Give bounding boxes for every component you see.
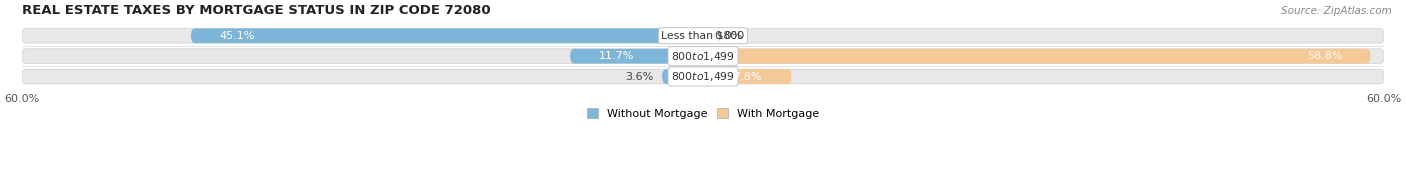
Text: 7.8%: 7.8%	[733, 72, 762, 82]
Text: $800 to $1,499: $800 to $1,499	[671, 50, 735, 63]
Text: 3.6%: 3.6%	[624, 72, 652, 82]
FancyBboxPatch shape	[571, 49, 703, 64]
FancyBboxPatch shape	[191, 28, 703, 43]
Text: 11.7%: 11.7%	[599, 51, 634, 61]
Text: Source: ZipAtlas.com: Source: ZipAtlas.com	[1281, 6, 1392, 16]
FancyBboxPatch shape	[21, 69, 1385, 84]
Legend: Without Mortgage, With Mortgage: Without Mortgage, With Mortgage	[582, 104, 824, 123]
Text: Less than $800: Less than $800	[661, 31, 745, 41]
Text: 45.1%: 45.1%	[219, 31, 254, 41]
Text: REAL ESTATE TAXES BY MORTGAGE STATUS IN ZIP CODE 72080: REAL ESTATE TAXES BY MORTGAGE STATUS IN …	[21, 4, 491, 17]
FancyBboxPatch shape	[703, 49, 1371, 64]
Text: 0.0%: 0.0%	[714, 31, 742, 41]
FancyBboxPatch shape	[703, 69, 792, 84]
Text: $800 to $1,499: $800 to $1,499	[671, 70, 735, 83]
Text: 58.8%: 58.8%	[1306, 51, 1343, 61]
FancyBboxPatch shape	[21, 49, 1385, 64]
FancyBboxPatch shape	[662, 69, 703, 84]
FancyBboxPatch shape	[21, 28, 1385, 43]
